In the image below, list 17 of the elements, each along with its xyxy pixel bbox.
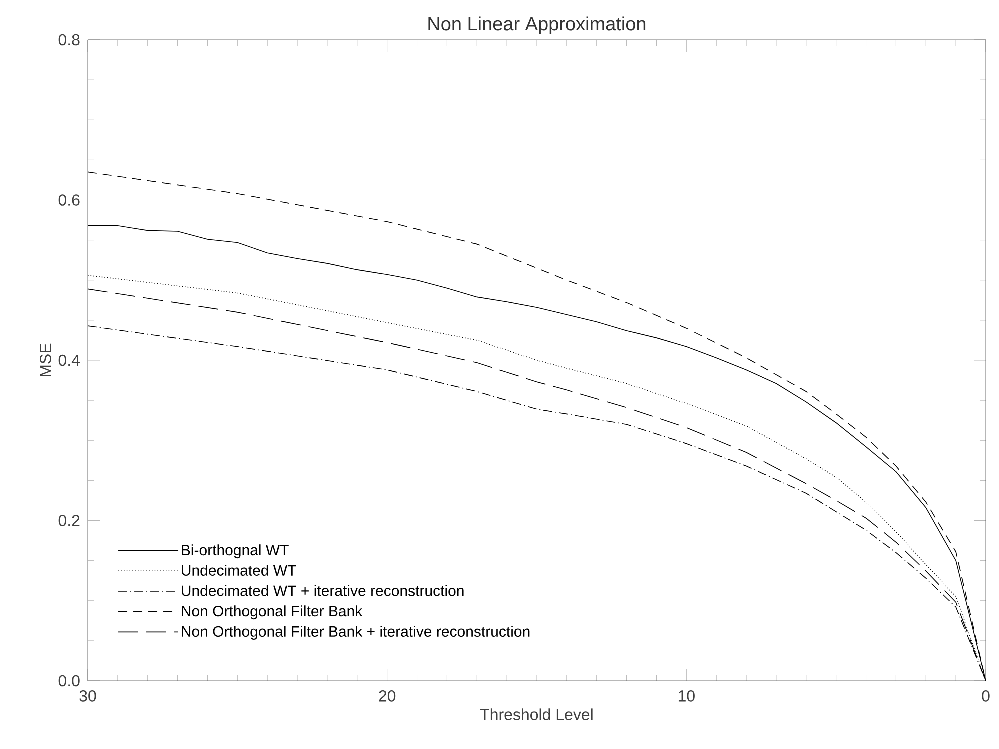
x-axis-title: Threshold Level (480, 708, 593, 720)
y-axis-title: MSE (40, 344, 52, 377)
chart-title: Non Linear Approximation (428, 16, 646, 34)
legend-label: Non Orthogonal Filter Bank + iterative reconstruction (182, 626, 530, 640)
y-tick-label: 0.6 (58, 194, 80, 206)
y-tick-label: 0.2 (58, 515, 80, 526)
legend-label: Bi-orthognal WT (182, 544, 289, 559)
y-tick-label: 0.4 (58, 354, 80, 366)
y-tick-label: 0.8 (58, 34, 80, 46)
x-tick-label: 30 (80, 690, 96, 702)
x-tick-label: 10 (678, 690, 695, 702)
y-tick-label: 0.0 (58, 675, 80, 687)
legend-label: Non Orthogonal Filter Bank (182, 606, 363, 620)
x-tick-label: 0 (982, 690, 990, 702)
legend-label: Undecimated WT + iterative reconstruction (182, 585, 464, 596)
legend-label: Undecimated WT (182, 564, 296, 576)
x-tick-label: 20 (379, 690, 396, 702)
